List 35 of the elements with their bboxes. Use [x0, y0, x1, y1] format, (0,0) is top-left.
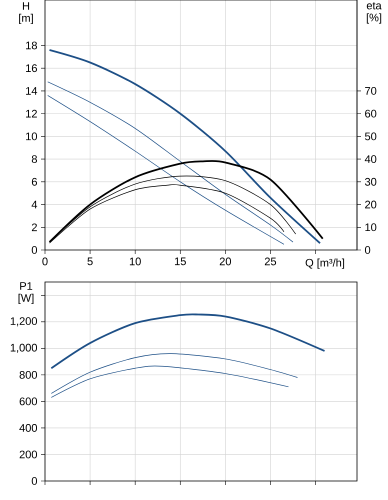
y2-tick-label: 50	[364, 132, 376, 140]
y-tick-label: 1,000	[10, 344, 38, 353]
y-tick-label: 4	[32, 200, 38, 208]
y-tick-label: 16	[26, 64, 37, 72]
y-tick-label: 0	[32, 477, 38, 485]
y-tick-label: 800	[20, 370, 38, 379]
x-axis-title: Q [m³/h]	[306, 258, 344, 269]
y2-tick-label: 20	[365, 200, 376, 208]
y-tick-label: 10	[26, 132, 38, 140]
y-tick-label: 18	[26, 42, 37, 50]
y2-tick-label: 10	[365, 223, 376, 232]
x-tick-label: 5	[87, 258, 93, 266]
y-tick-label: 14	[26, 87, 38, 95]
y2-axis-title: eta [%]	[366, 2, 382, 24]
y-tick-label: 200	[20, 450, 38, 458]
y-tick-label: 1,200	[10, 317, 38, 326]
y2-tick-label: 0	[364, 246, 370, 254]
y-tick-label: 8	[32, 155, 37, 163]
y2-tick-label: 70	[365, 87, 376, 95]
y-axis-title: H [m]	[19, 2, 33, 24]
y2-tick-label: 60	[365, 110, 376, 118]
y-tick-label: 600	[20, 398, 38, 406]
x-tick-label: 25	[264, 258, 276, 266]
y2-tick-label: 30	[364, 178, 376, 186]
y-tick-label: 6	[32, 178, 37, 186]
y2-tick-label: 40	[364, 155, 376, 163]
y-tick-label: 400	[19, 424, 38, 432]
y-tick-label: 12	[26, 110, 37, 118]
y-tick-label: 0	[32, 246, 38, 254]
y-tick-label: 2	[32, 223, 37, 232]
y-axis-title: P1 [W]	[18, 282, 34, 304]
x-tick-label: 0	[42, 258, 48, 266]
x-tick-label: 15	[174, 258, 186, 266]
x-tick-label: 10	[130, 258, 141, 266]
x-tick-label: 20	[220, 258, 232, 266]
